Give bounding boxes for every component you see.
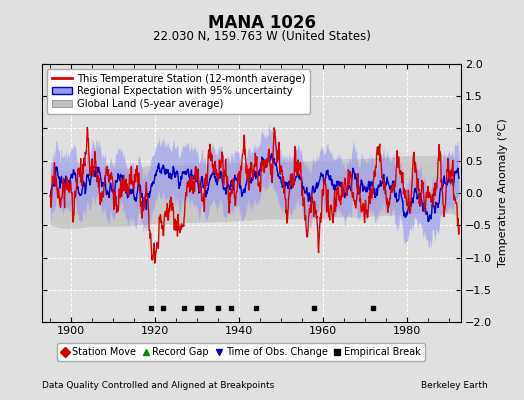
Text: Berkeley Earth: Berkeley Earth [421,381,487,390]
Legend: Station Move, Record Gap, Time of Obs. Change, Empirical Break: Station Move, Record Gap, Time of Obs. C… [58,343,424,361]
Legend: This Temperature Station (12-month average), Regional Expectation with 95% uncer: This Temperature Station (12-month avera… [47,69,310,114]
Y-axis label: Temperature Anomaly (°C): Temperature Anomaly (°C) [498,119,508,267]
Text: Data Quality Controlled and Aligned at Breakpoints: Data Quality Controlled and Aligned at B… [42,381,274,390]
Text: 22.030 N, 159.763 W (United States): 22.030 N, 159.763 W (United States) [153,30,371,43]
Text: MANA 1026: MANA 1026 [208,14,316,32]
